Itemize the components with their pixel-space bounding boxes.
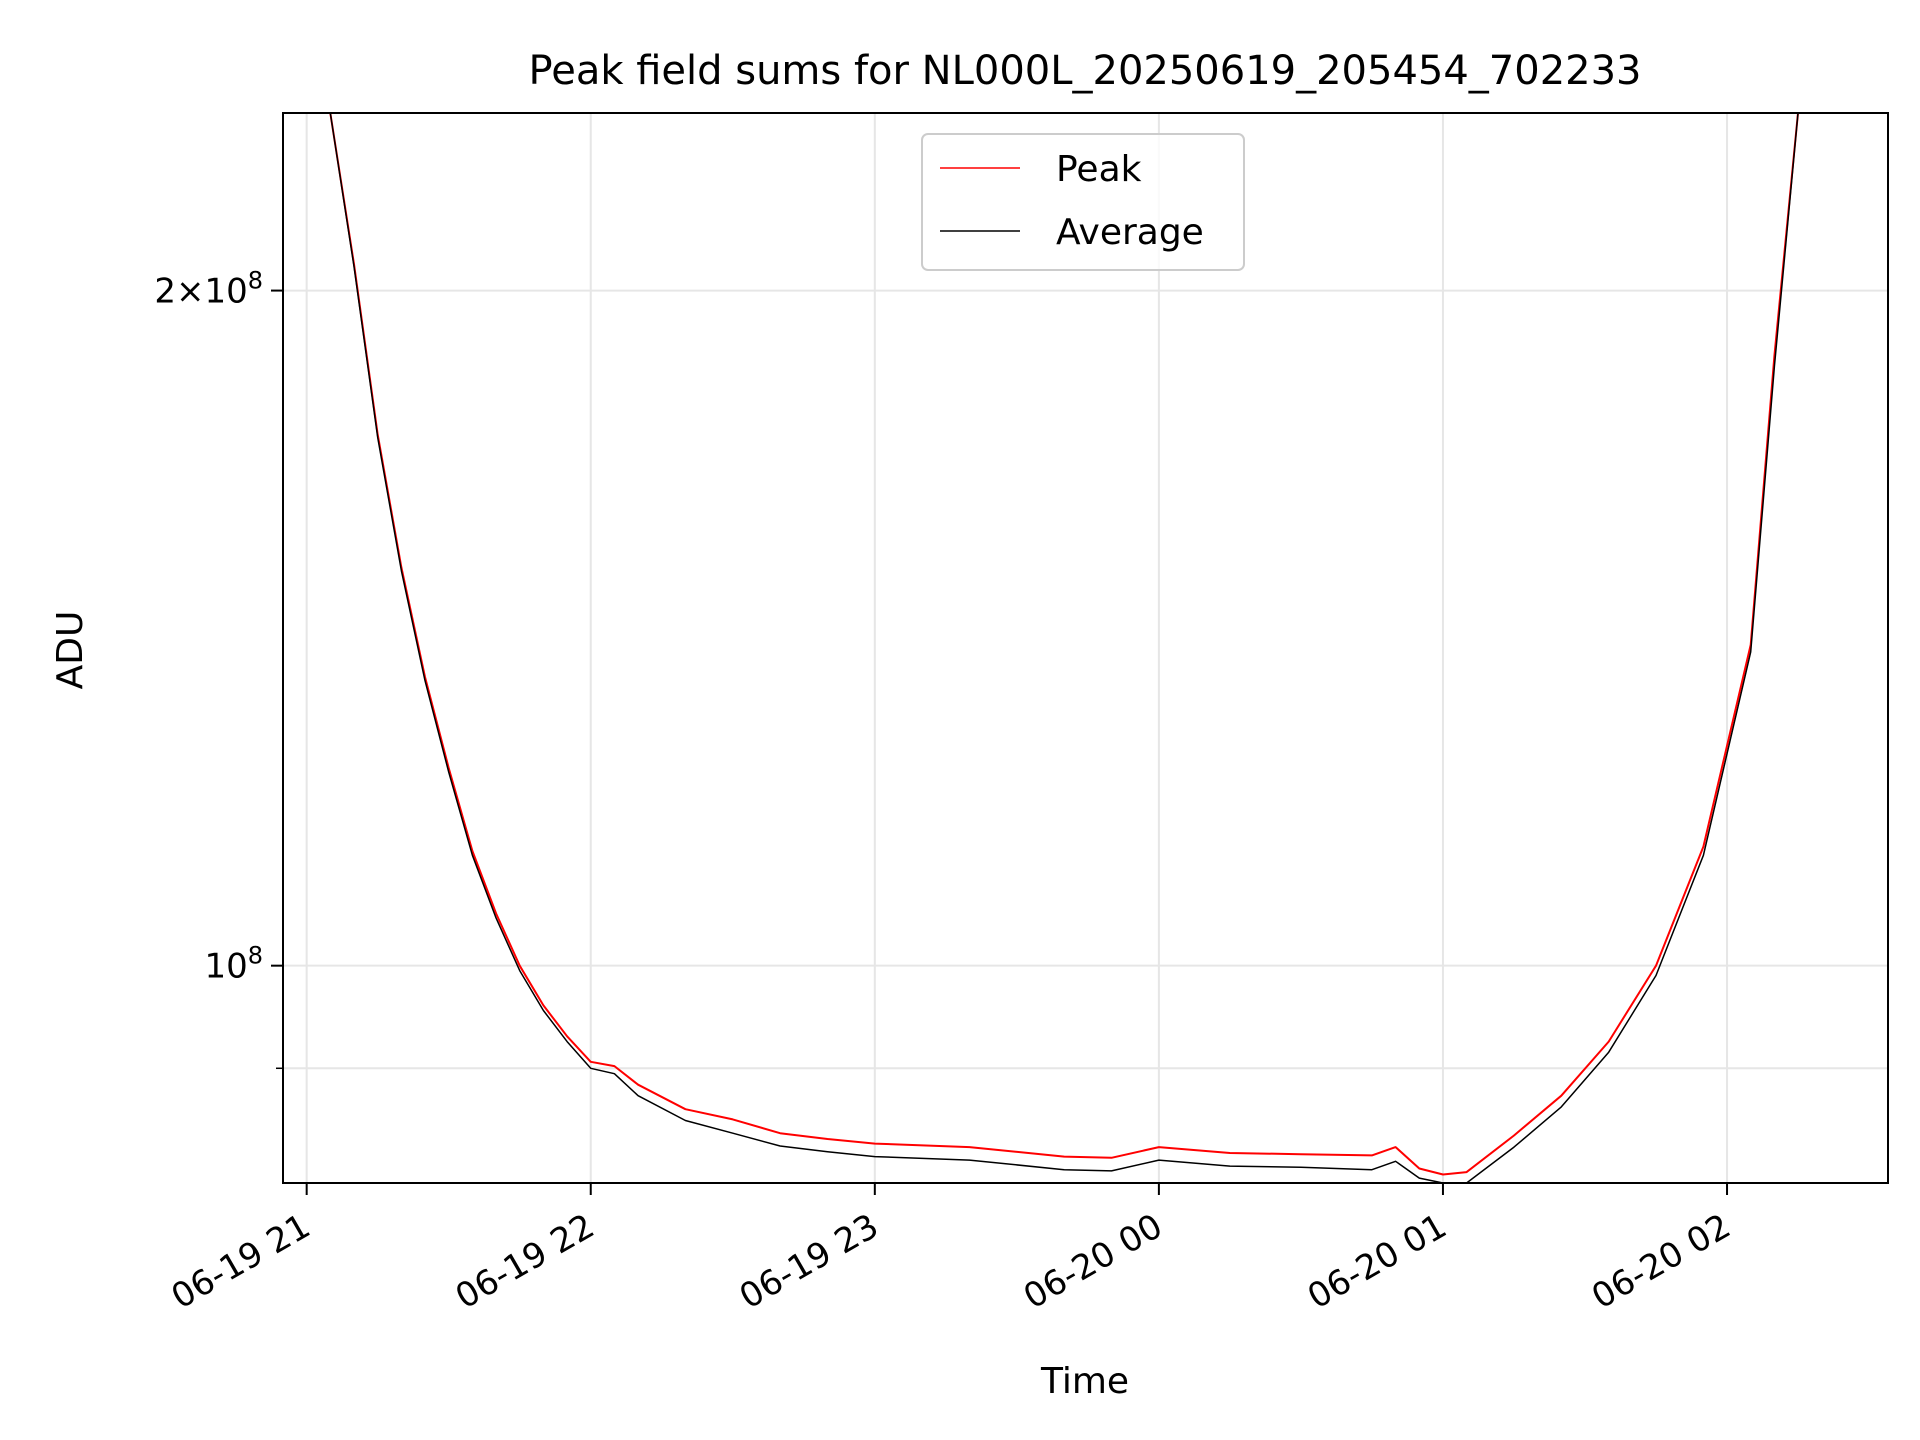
y-tick-label: 2×108 [154, 267, 263, 312]
series-line-peak [329, 113, 1799, 1176]
series-line-average [329, 113, 1799, 1183]
chart-title: Peak field sums for NL000L_20250619_2054… [529, 48, 1642, 94]
grid [283, 113, 1888, 1183]
plot-area-frame [282, 112, 1889, 1184]
y-tick-label: 108 [204, 942, 263, 987]
y-axis-label: ADU [50, 611, 91, 690]
series-layer [329, 113, 1799, 1183]
legend-label-average: Average [1056, 212, 1204, 253]
y-axis: 108 2×108 [154, 267, 283, 1070]
legend-label-peak: Peak [1056, 149, 1142, 190]
legend: Peak Average [921, 133, 1245, 271]
x-axis-label: Time [1040, 1361, 1129, 1402]
